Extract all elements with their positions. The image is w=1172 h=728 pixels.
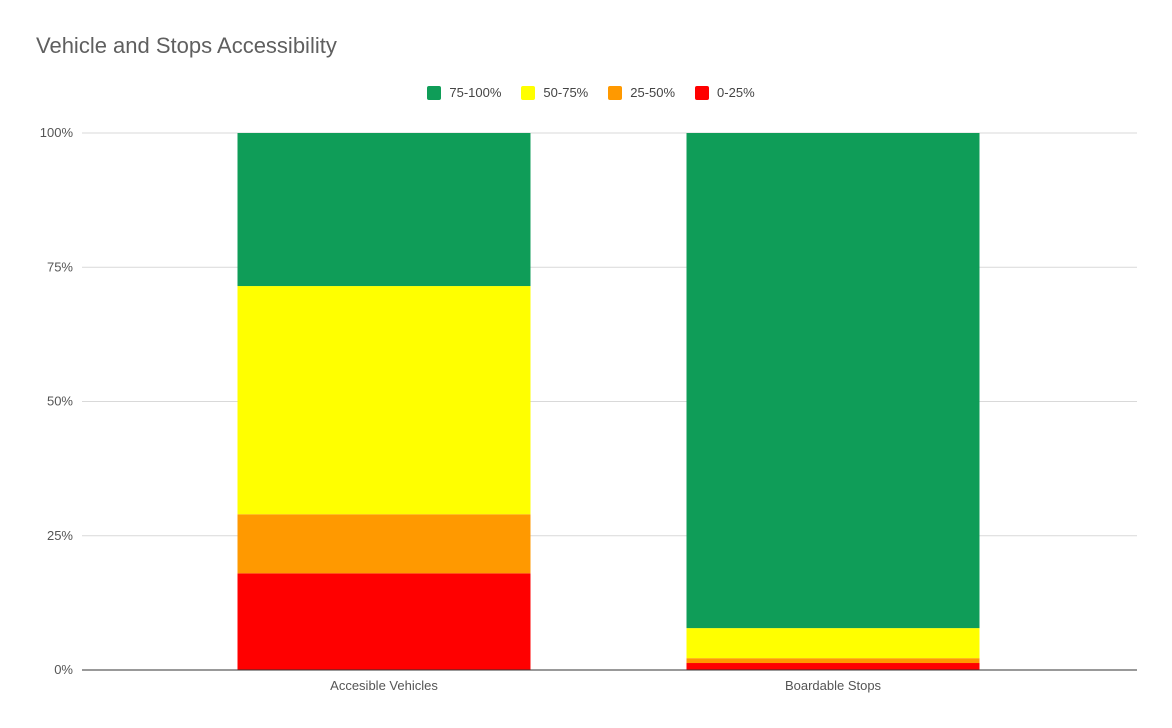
legend-swatch — [521, 85, 536, 100]
y-tick-label: 0% — [54, 662, 73, 677]
y-tick-label: 100% — [40, 125, 74, 140]
x-tick-label: Accesible Vehicles — [330, 678, 438, 693]
legend-label: 50-75% — [543, 85, 589, 100]
legend-item: 0-25% — [695, 85, 755, 100]
bar-segment — [237, 573, 531, 670]
y-tick-label: 75% — [47, 259, 73, 274]
bar-segment — [237, 286, 531, 515]
y-axis-ticks: 0% 25% 50% 75% 100% — [40, 125, 74, 677]
legend-swatch — [608, 85, 623, 100]
legend-item: 50-75% — [521, 85, 588, 100]
legend: 75-100% 50-75% 25-50% 0-25% — [0, 85, 1172, 100]
bar-stacks — [237, 133, 980, 670]
legend-label: 0-25% — [717, 85, 755, 100]
bar-segment — [686, 658, 980, 664]
bar-segment — [237, 133, 531, 287]
chart-title: Vehicle and Stops Accessibility — [36, 33, 337, 58]
legend-label: 25-50% — [630, 85, 676, 100]
bar-segment — [686, 663, 980, 670]
legend-item: 25-50% — [608, 85, 675, 100]
y-tick-label: 50% — [47, 394, 73, 409]
legend-item: 75-100% — [427, 85, 501, 100]
x-tick-label: Boardable Stops — [785, 678, 882, 693]
legend-swatch — [427, 85, 442, 100]
x-axis-ticks: Accesible Vehicles Boardable Stops — [330, 678, 881, 693]
legend-label: 75-100% — [449, 85, 502, 100]
bar-segment — [686, 133, 980, 629]
bar-segment — [237, 514, 531, 574]
y-tick-label: 25% — [47, 528, 73, 543]
bar-segment — [686, 628, 980, 659]
legend-swatch — [695, 85, 710, 100]
